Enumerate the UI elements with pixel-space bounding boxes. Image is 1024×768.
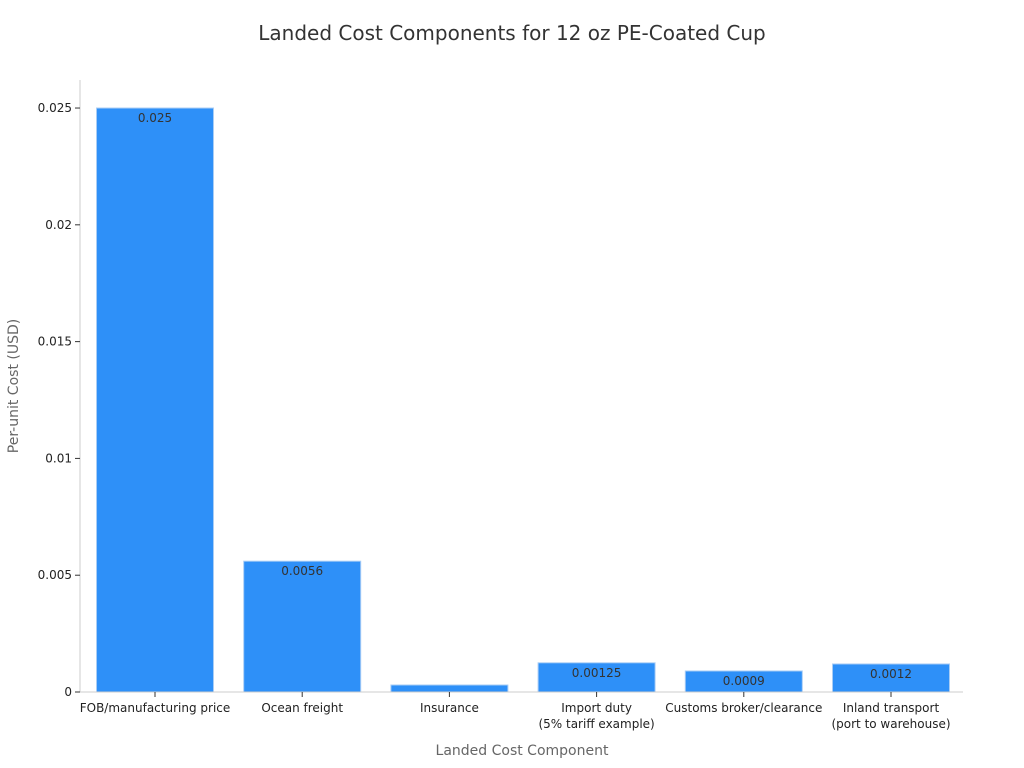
y-tick-label-0: 0 [64,685,72,699]
bar-0 [96,107,214,693]
data-label-3: 0.00125 [572,666,622,680]
bar-3 [537,662,656,693]
x-tick-label-3: Import duty (5% tariff example) [538,701,654,731]
bars-layer [96,107,950,693]
axes-layer [79,80,963,693]
x-tick-label-0: FOB/manufacturing price [80,701,231,715]
x-axis-label: Landed Cost Component [436,743,609,759]
chart-title: Landed Cost Components for 12 oz PE-Coat… [258,21,766,45]
bar-2 [390,684,509,693]
data-label-1: 0.0056 [281,564,323,578]
y-axis-label: Per-unit Cost (USD) [6,319,22,453]
y-tick-label-3: 0.015 [38,335,72,349]
x-tick-label-4: Customs broker/clearance [665,701,822,715]
y-tick-label-1: 0.005 [38,568,72,582]
y-tick-label-4: 0.02 [45,218,72,232]
data-label-0: 0.025 [138,111,172,125]
data-label-5: 0.0012 [870,667,912,681]
x-tick-label-2: Insurance [420,701,479,715]
data-labels: 0.025 0.0056 0.00125 0.0009 0.0012 [138,111,912,688]
y-tick-label-2: 0.01 [45,451,72,465]
y-ticks: 0 0.005 0.01 0.015 0.02 0.025 [38,101,80,699]
data-label-4: 0.0009 [723,674,765,688]
x-tick-label-1: Ocean freight [261,701,343,715]
x-tick-label-5: Inland transport (port to warehouse) [831,701,950,731]
y-tick-label-5: 0.025 [38,101,72,115]
x-ticks: FOB/manufacturing price Ocean freight Insu… [80,692,951,731]
bar-5 [832,663,950,693]
bar-1 [243,560,362,693]
